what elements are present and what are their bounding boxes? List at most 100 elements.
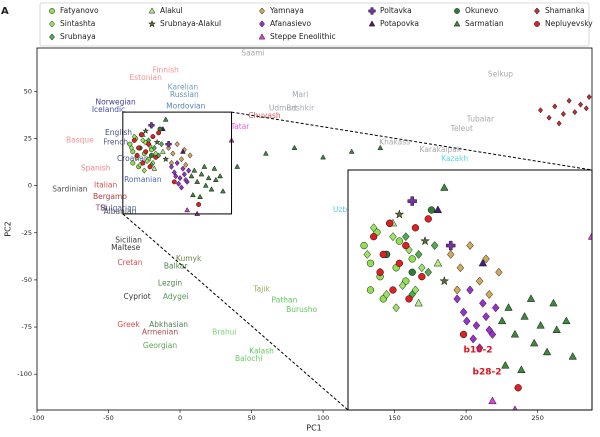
point: [143, 149, 149, 155]
x-axis-label: PC1: [306, 424, 322, 433]
point: [578, 101, 584, 108]
inset: [360, 183, 592, 410]
panel-label: A: [1, 6, 9, 17]
point: [148, 153, 154, 158]
point: [138, 132, 144, 138]
y-axis-label: PC2: [4, 221, 13, 237]
population-label: Russian: [170, 90, 199, 99]
point: [510, 329, 520, 338]
population-label: Italian: [94, 181, 118, 190]
population-label: Norwegian: [96, 98, 136, 107]
point: [398, 281, 407, 291]
annotation: b28-2: [473, 368, 502, 378]
population-label: Tajik: [252, 284, 270, 293]
point: [537, 107, 544, 114]
point: [405, 295, 413, 303]
legend-marker: [259, 20, 265, 28]
point: [370, 233, 378, 241]
population-label: Armenian: [142, 328, 178, 337]
point: [128, 144, 134, 151]
point: [366, 286, 375, 294]
point: [140, 137, 146, 144]
point: [158, 141, 164, 148]
legend-label: Potapovka: [380, 19, 419, 28]
population-label: Croatian: [117, 154, 149, 163]
point: [205, 174, 212, 181]
point: [411, 224, 420, 232]
point: [130, 160, 136, 166]
population-label: TSI: [95, 203, 108, 212]
population-label: Burusho: [286, 305, 317, 314]
point: [389, 286, 397, 294]
point: [392, 303, 400, 313]
x-tick-label: 100: [317, 414, 329, 422]
point: [171, 179, 177, 185]
point: [420, 235, 431, 246]
population-label: Uzbek: [333, 205, 357, 214]
legend-marker: [259, 7, 265, 15]
legend-label: Srubnaya-Alakul: [160, 19, 221, 28]
point: [552, 325, 561, 333]
x-tick-label: 0: [178, 414, 182, 422]
point: [433, 258, 443, 267]
legend-marker: [453, 20, 461, 27]
axes-frame: [36, 47, 593, 411]
point: [501, 360, 510, 369]
legend-marker: [368, 20, 376, 27]
population-label: Abkhasian: [149, 320, 188, 329]
point: [459, 330, 468, 339]
legend-marker: [534, 21, 540, 27]
point: [475, 343, 484, 353]
population-label: Khakass: [379, 137, 410, 146]
point: [485, 325, 493, 335]
legend-marker: [49, 20, 55, 28]
point: [363, 249, 371, 259]
point: [447, 249, 455, 259]
population-label: French: [103, 137, 128, 146]
point: [178, 184, 184, 191]
point: [430, 241, 439, 251]
point: [160, 148, 166, 154]
legend-marker: [49, 8, 55, 14]
legend-marker: [368, 7, 376, 15]
legend-marker: [49, 33, 55, 41]
point: [165, 141, 172, 148]
point: [177, 175, 183, 182]
x-tick-label: -100: [30, 414, 45, 422]
point: [153, 138, 161, 146]
legend-label: Srubnaya: [60, 32, 96, 41]
point: [150, 134, 156, 140]
population-label: Karelian: [168, 83, 199, 92]
point: [142, 127, 150, 134]
point: [408, 268, 416, 276]
population-label: Tubalar: [466, 115, 495, 124]
point: [402, 241, 410, 250]
point: [198, 171, 205, 177]
point: [153, 154, 159, 160]
point: [389, 232, 397, 242]
point: [472, 321, 481, 331]
point: [174, 141, 180, 148]
legend-marker: [534, 7, 540, 15]
point: [197, 193, 203, 199]
point: [491, 303, 500, 313]
population-label: Teleut: [450, 124, 473, 133]
legend-label: Poltavka: [380, 6, 412, 15]
point: [148, 122, 155, 129]
point: [211, 165, 218, 171]
population-label: Adygei: [163, 292, 189, 301]
population-label: Icelandic: [92, 105, 125, 114]
point: [376, 268, 384, 276]
point: [360, 241, 368, 250]
point: [377, 144, 384, 150]
legend-marker: [148, 7, 156, 14]
point: [217, 173, 223, 179]
point: [369, 223, 378, 233]
connector: [231, 111, 593, 171]
point: [530, 338, 539, 347]
point: [407, 196, 417, 206]
point: [201, 163, 208, 169]
point: [402, 232, 410, 242]
point: [188, 173, 195, 179]
